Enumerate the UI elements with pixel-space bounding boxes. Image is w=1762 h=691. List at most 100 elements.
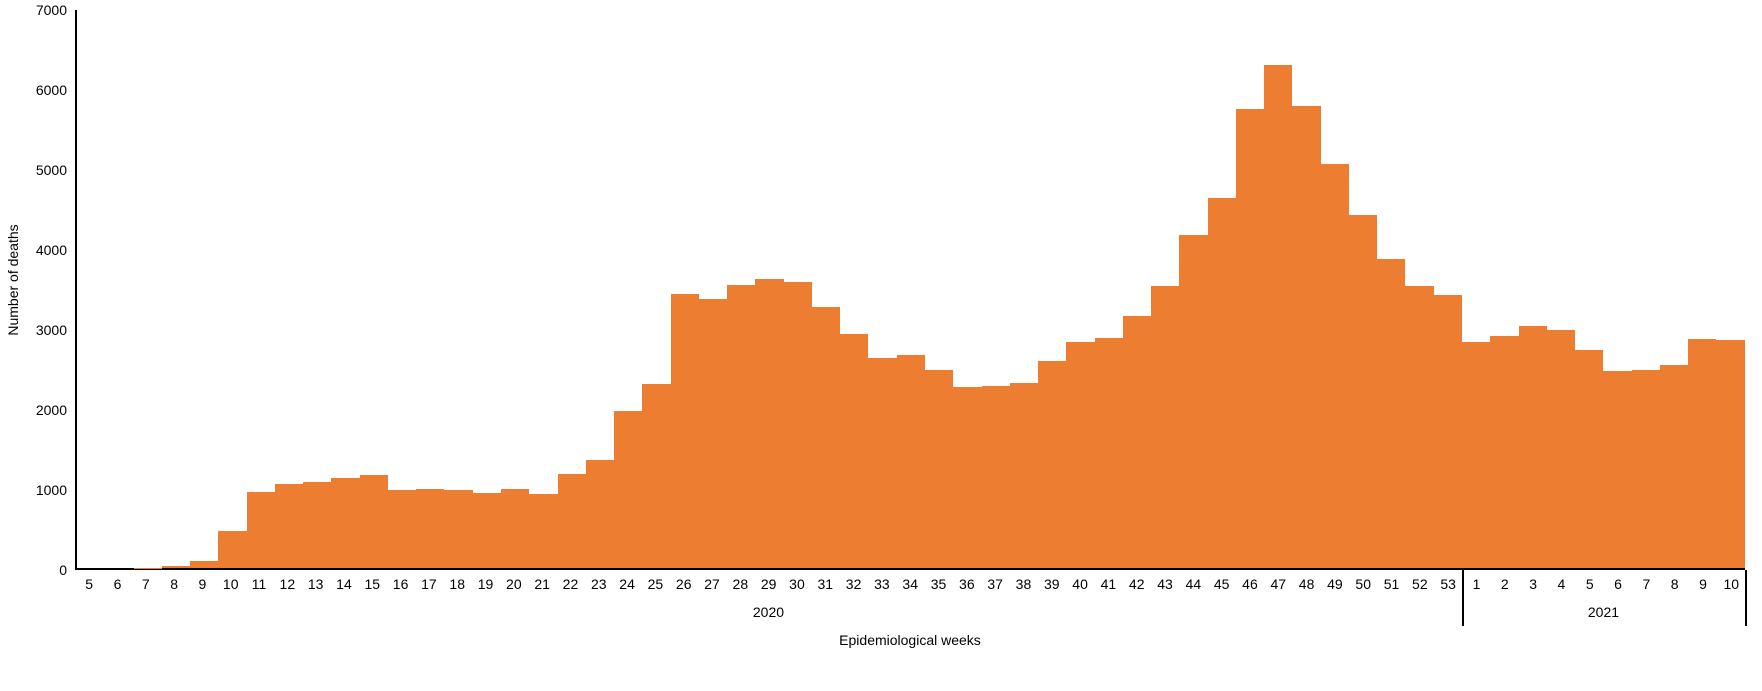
- bar: [444, 490, 472, 568]
- bar: [275, 484, 303, 568]
- bar: [812, 307, 840, 568]
- x-tick-label: 3: [1519, 576, 1547, 592]
- x-tick-label: 18: [443, 576, 471, 592]
- bar: [1038, 361, 1066, 568]
- y-tick-label: 7000: [36, 2, 67, 18]
- x-tick-label: 37: [981, 576, 1009, 592]
- x-tick-label: 23: [585, 576, 613, 592]
- year-labels: 20202021: [75, 604, 1745, 620]
- x-tick-label: 14: [330, 576, 358, 592]
- x-tick-label: 34: [896, 576, 924, 592]
- x-tick-label: 30: [783, 576, 811, 592]
- bar: [1405, 286, 1433, 568]
- x-tick-label: 11: [245, 576, 273, 592]
- y-tick-label: 0: [59, 562, 67, 578]
- x-tick-label: 15: [358, 576, 386, 592]
- bar: [1716, 340, 1744, 568]
- x-tick-label: 45: [1208, 576, 1236, 592]
- x-tick-label: 7: [132, 576, 160, 592]
- bar: [671, 294, 699, 568]
- x-tick-label: 13: [302, 576, 330, 592]
- bar: [247, 492, 275, 568]
- bar: [1462, 342, 1490, 568]
- bar: [162, 566, 190, 568]
- bar: [303, 482, 331, 568]
- x-tick-label: 31: [811, 576, 839, 592]
- x-tick-label: 46: [1236, 576, 1264, 592]
- x-tick-label: 49: [1321, 576, 1349, 592]
- bar: [1575, 350, 1603, 568]
- y-tick-label: 3000: [36, 322, 67, 338]
- x-tick-label: 40: [1066, 576, 1094, 592]
- bar: [1066, 342, 1094, 568]
- bar: [1179, 235, 1207, 568]
- bar: [1123, 316, 1151, 568]
- x-tick-label: 20: [500, 576, 528, 592]
- bar: [982, 386, 1010, 568]
- x-tick-label: 28: [726, 576, 754, 592]
- x-tick-label: 32: [839, 576, 867, 592]
- x-axis-ticks: 5678910111213141516171819202122232425262…: [75, 576, 1745, 592]
- bar: [190, 561, 218, 568]
- bar: [614, 411, 642, 568]
- bar: [1010, 383, 1038, 568]
- y-tick-label: 6000: [36, 82, 67, 98]
- bar-series: [77, 10, 1745, 568]
- x-tick-label: 29: [755, 576, 783, 592]
- x-tick-label: 38: [1009, 576, 1037, 592]
- bar: [1095, 338, 1123, 568]
- x-tick-label: 8: [1661, 576, 1689, 592]
- bar: [699, 299, 727, 568]
- x-tick-label: 12: [273, 576, 301, 592]
- bar: [360, 475, 388, 568]
- year-label: 2020: [75, 604, 1462, 620]
- x-tick-label: 53: [1434, 576, 1462, 592]
- bar: [586, 460, 614, 568]
- x-tick-label: 42: [1123, 576, 1151, 592]
- x-tick-label: 43: [1151, 576, 1179, 592]
- bar: [218, 531, 246, 568]
- bar: [1208, 198, 1236, 568]
- bar: [1603, 371, 1631, 568]
- y-axis-ticks: 01000200030004000500060007000: [0, 10, 67, 570]
- bar: [558, 474, 586, 568]
- x-tick-label: 4: [1547, 576, 1575, 592]
- y-tick-label: 2000: [36, 402, 67, 418]
- x-tick-label: 22: [556, 576, 584, 592]
- bar: [1377, 259, 1405, 568]
- x-tick-label: 39: [1038, 576, 1066, 592]
- bar: [1632, 370, 1660, 568]
- x-tick-label: 50: [1349, 576, 1377, 592]
- bar: [416, 489, 444, 568]
- x-tick-label: 26: [670, 576, 698, 592]
- bar: [784, 282, 812, 568]
- x-tick-label: 47: [1264, 576, 1292, 592]
- y-tick-label: 5000: [36, 162, 67, 178]
- bar: [1349, 215, 1377, 568]
- x-tick-label: 5: [1576, 576, 1604, 592]
- bar: [473, 493, 501, 568]
- bar: [868, 358, 896, 568]
- bar: [1660, 365, 1688, 568]
- x-tick-label: 10: [217, 576, 245, 592]
- x-tick-label: 10: [1717, 576, 1745, 592]
- bar: [501, 489, 529, 568]
- bar: [1236, 109, 1264, 568]
- x-tick-label: 33: [868, 576, 896, 592]
- x-tick-label: 36: [953, 576, 981, 592]
- x-tick-label: 41: [1094, 576, 1122, 592]
- bar: [1321, 164, 1349, 568]
- bar: [1434, 295, 1462, 568]
- x-tick-label: 51: [1377, 576, 1405, 592]
- x-tick-label: 7: [1632, 576, 1660, 592]
- x-tick-label: 27: [698, 576, 726, 592]
- bar: [1490, 336, 1518, 568]
- x-tick-label: 21: [528, 576, 556, 592]
- bar: [925, 370, 953, 568]
- x-tick-label: 19: [471, 576, 499, 592]
- x-tick-label: 5: [75, 576, 103, 592]
- bar: [1547, 330, 1575, 568]
- x-tick-label: 17: [415, 576, 443, 592]
- x-tick-label: 9: [1689, 576, 1717, 592]
- bar: [953, 387, 981, 568]
